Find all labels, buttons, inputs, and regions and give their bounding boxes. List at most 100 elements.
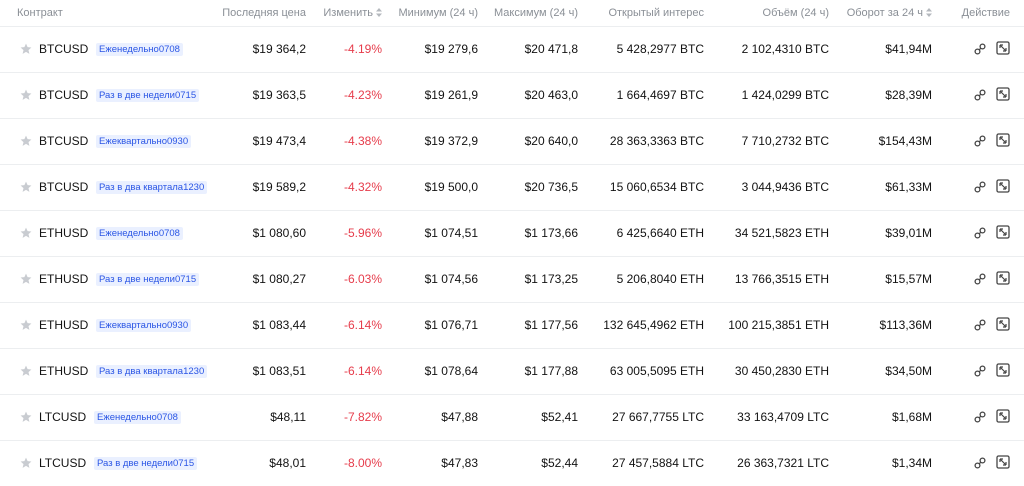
volume-24h: 26 363,7321 LTC	[737, 456, 829, 470]
link-icon[interactable]	[973, 88, 987, 102]
expand-icon[interactable]	[996, 41, 1010, 55]
expand-icon[interactable]	[996, 225, 1010, 239]
star-icon[interactable]	[20, 457, 32, 469]
table-row[interactable]: ETHUSD Раз в две недели0715 $1 080,27 -6…	[0, 257, 1024, 303]
link-icon[interactable]	[973, 456, 987, 470]
table-row[interactable]: BTCUSD Раз в два квартала1230 $19 589,2 …	[0, 165, 1024, 211]
table-row[interactable]: LTCUSD Раз в две недели0715 $48,01 -8.00…	[0, 441, 1024, 486]
change-percent: -7.82%	[343, 410, 382, 424]
last-price: $48,11	[270, 410, 306, 424]
high-24h: $1 173,66	[524, 226, 578, 240]
header-change[interactable]: Изменить	[323, 7, 382, 19]
expand-icon[interactable]	[996, 363, 1010, 377]
star-icon[interactable]	[20, 135, 32, 147]
expand-icon[interactable]	[996, 317, 1010, 331]
sort-arrows-icon	[926, 8, 932, 17]
volume-24h: 7 710,2732 BTC	[741, 134, 829, 148]
contract-symbol[interactable]: ETHUSD	[39, 226, 89, 240]
header-volume[interactable]: Объём (24 ч)	[762, 7, 829, 19]
star-icon[interactable]	[20, 89, 32, 101]
turnover-24h: $154,43M	[878, 134, 932, 148]
expiry-tag: Раз в две недели0715	[94, 457, 198, 470]
header-change-label: Изменить	[323, 7, 373, 19]
last-price: $1 080,27	[252, 272, 306, 286]
table-body: BTCUSD Еженедельно0708 $19 364,2 -4.19% …	[0, 27, 1024, 486]
table-row[interactable]: LTCUSD Еженедельно0708 $48,11 -7.82% $47…	[0, 395, 1024, 441]
volume-24h: 3 044,9436 BTC	[741, 180, 829, 194]
header-low[interactable]: Минимум (24 ч)	[398, 7, 478, 19]
link-icon[interactable]	[973, 272, 987, 286]
last-price: $1 083,44	[252, 318, 306, 332]
star-icon[interactable]	[20, 273, 32, 285]
low-24h: $47,83	[441, 456, 478, 470]
expand-icon[interactable]	[996, 133, 1010, 147]
volume-24h: 13 766,3515 ETH	[734, 272, 829, 286]
star-icon[interactable]	[20, 365, 32, 377]
last-price: $19 473,4	[252, 134, 306, 148]
table-header: Контракт Последняя цена Изменить Минимум…	[0, 0, 1024, 27]
open-interest: 1 664,4697 BTC	[616, 88, 704, 102]
low-24h: $19 261,9	[424, 88, 478, 102]
table-row[interactable]: ETHUSD Ежеквартально0930 $1 083,44 -6.14…	[0, 303, 1024, 349]
contract-symbol[interactable]: BTCUSD	[39, 180, 89, 194]
change-percent: -8.00%	[343, 456, 382, 470]
high-24h: $52,44	[541, 456, 578, 470]
table-row[interactable]: BTCUSD Раз в две недели0715 $19 363,5 -4…	[0, 73, 1024, 119]
last-price: $19 363,5	[252, 88, 306, 102]
turnover-24h: $34,50M	[885, 364, 932, 378]
contract-symbol[interactable]: ETHUSD	[39, 364, 89, 378]
contract-symbol[interactable]: BTCUSD	[39, 134, 89, 148]
contract-symbol[interactable]: BTCUSD	[39, 42, 89, 56]
expand-icon[interactable]	[996, 87, 1010, 101]
expand-icon[interactable]	[996, 179, 1010, 193]
open-interest: 27 457,5884 LTC	[612, 456, 704, 470]
contract-symbol[interactable]: LTCUSD	[39, 456, 87, 470]
link-icon[interactable]	[973, 226, 987, 240]
contract-symbol[interactable]: ETHUSD	[39, 272, 89, 286]
expand-icon[interactable]	[996, 271, 1010, 285]
star-icon[interactable]	[20, 411, 32, 423]
contract-symbol[interactable]: ETHUSD	[39, 318, 89, 332]
expand-icon[interactable]	[996, 455, 1010, 469]
table-row[interactable]: ETHUSD Еженедельно0708 $1 080,60 -5.96% …	[0, 211, 1024, 257]
star-icon[interactable]	[20, 319, 32, 331]
expiry-tag: Раз в две недели0715	[96, 89, 200, 102]
open-interest: 6 425,6640 ETH	[616, 226, 704, 240]
high-24h: $1 173,25	[524, 272, 578, 286]
volume-24h: 100 215,3851 ETH	[728, 318, 829, 332]
high-24h: $1 177,88	[524, 364, 578, 378]
last-price: $19 589,2	[252, 180, 306, 194]
expand-icon[interactable]	[996, 409, 1010, 423]
turnover-24h: $1,34M	[891, 456, 932, 470]
star-icon[interactable]	[20, 43, 32, 55]
header-contract: Контракт	[17, 7, 63, 19]
contract-symbol[interactable]: BTCUSD	[39, 88, 89, 102]
header-high[interactable]: Максимум (24 ч)	[493, 7, 578, 19]
table-row[interactable]: BTCUSD Еженедельно0708 $19 364,2 -4.19% …	[0, 27, 1024, 73]
low-24h: $19 500,0	[424, 180, 478, 194]
link-icon[interactable]	[973, 410, 987, 424]
contract-symbol[interactable]: LTCUSD	[39, 410, 87, 424]
link-icon[interactable]	[973, 134, 987, 148]
table-row[interactable]: BTCUSD Ежеквартально0930 $19 473,4 -4.38…	[0, 119, 1024, 165]
expiry-tag: Раз в два квартала1230	[96, 365, 208, 378]
star-icon[interactable]	[20, 181, 32, 193]
header-turnover[interactable]: Оборот за 24 ч	[847, 7, 932, 19]
header-open-interest[interactable]: Открытый интерес	[608, 7, 704, 19]
link-icon[interactable]	[973, 180, 987, 194]
change-percent: -6.14%	[343, 318, 382, 332]
volume-24h: 30 450,2830 ETH	[734, 364, 829, 378]
expiry-tag: Еженедельно0708	[94, 411, 181, 424]
link-icon[interactable]	[973, 364, 987, 378]
link-icon[interactable]	[973, 42, 987, 56]
link-icon[interactable]	[973, 318, 987, 332]
star-icon[interactable]	[20, 227, 32, 239]
open-interest: 132 645,4962 ETH	[603, 318, 704, 332]
open-interest: 5 428,2977 BTC	[616, 42, 704, 56]
last-price: $48,01	[269, 456, 306, 470]
expiry-tag: Ежеквартально0930	[96, 319, 192, 332]
header-last-price[interactable]: Последняя цена	[222, 7, 306, 19]
table-row[interactable]: ETHUSD Раз в два квартала1230 $1 083,51 …	[0, 349, 1024, 395]
turnover-24h: $61,33M	[885, 180, 932, 194]
open-interest: 5 206,8040 ETH	[616, 272, 704, 286]
